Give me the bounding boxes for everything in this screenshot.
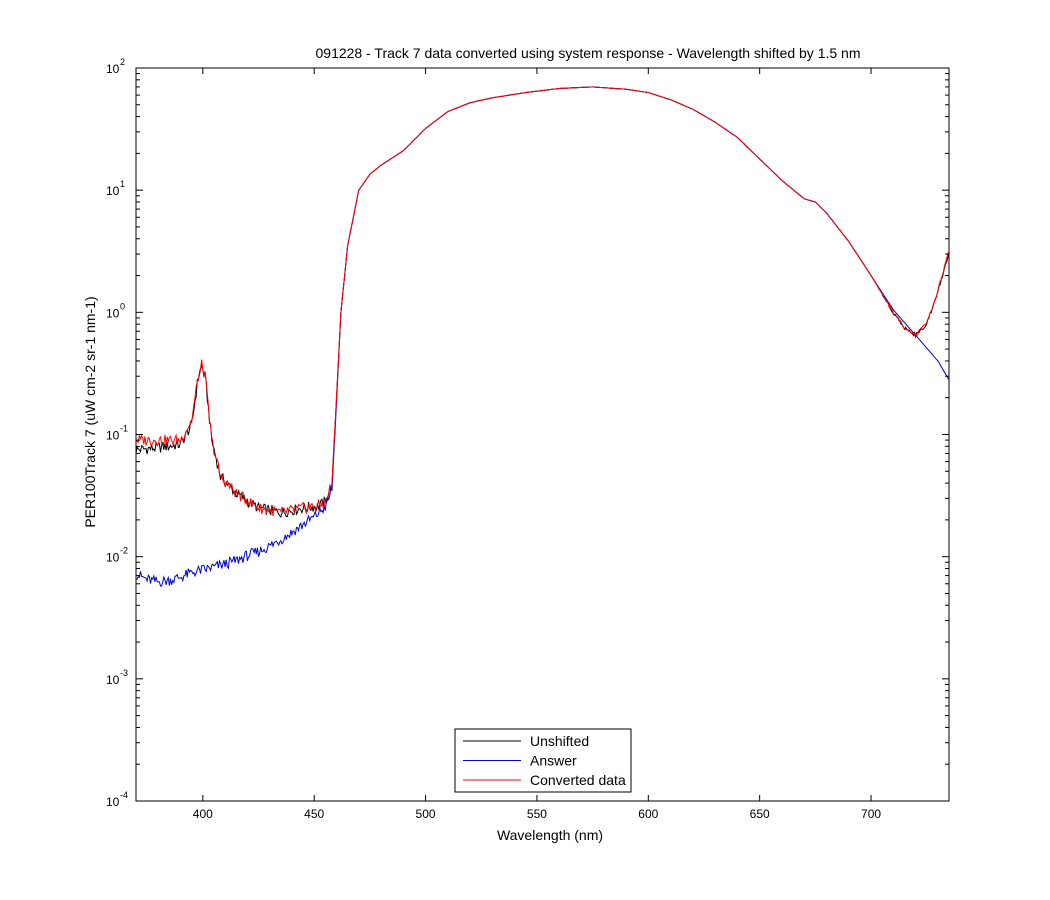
y-tick-base: 10 <box>106 673 120 687</box>
legend: Unshifted Answer Converted data <box>454 728 632 793</box>
x-tick-label: 400 <box>193 807 213 821</box>
y-tick-label: 10 2 <box>106 57 125 76</box>
y-tick-base: 10 <box>106 184 120 198</box>
y-tick-label: 10 -2 <box>106 546 128 565</box>
x-tick-label: 500 <box>416 807 436 821</box>
chart-title: 091228 - Track 7 data converted using sy… <box>316 45 861 61</box>
x-axis-label: Wavelength (nm) <box>497 827 603 843</box>
x-tick-label: 650 <box>750 807 770 821</box>
y-tick-base: 10 <box>106 551 120 565</box>
y-tick-exponent: -4 <box>120 790 128 800</box>
y-tick-base: 10 <box>106 795 120 809</box>
x-tick-label: 450 <box>304 807 324 821</box>
y-axis-label: PER100Track 7 (uW cm-2 sr-1 nm-1) <box>82 296 98 527</box>
y-tick-exponent: 1 <box>120 179 125 189</box>
y-tick-base: 10 <box>106 306 120 320</box>
y-tick-exponent: -2 <box>120 546 128 556</box>
y-tick-base: 10 <box>106 429 120 443</box>
legend-label: Unshifted <box>530 733 589 749</box>
legend-label: Answer <box>530 753 577 769</box>
y-tick-exponent: 0 <box>120 301 125 311</box>
y-tick-exponent: -1 <box>120 424 128 434</box>
x-tick-label: 700 <box>861 807 881 821</box>
x-tick-label: 550 <box>527 807 547 821</box>
y-tick-exponent: -3 <box>120 668 128 678</box>
x-tick-label: 600 <box>638 807 658 821</box>
series-line-converted-data <box>135 86 950 517</box>
legend-label: Converted data <box>530 772 626 788</box>
series-layer <box>135 86 950 587</box>
y-tick-label: 10 1 <box>106 179 125 198</box>
axes-box <box>135 67 950 802</box>
y-tick-label: 10 -3 <box>106 668 128 687</box>
y-tick-base: 10 <box>106 62 120 76</box>
y-tick-label: 10 -4 <box>106 790 128 809</box>
y-tick-exponent: 2 <box>120 57 125 67</box>
y-tick-label: 10 0 <box>106 301 125 320</box>
y-tick-label: 10 -1 <box>106 424 128 443</box>
